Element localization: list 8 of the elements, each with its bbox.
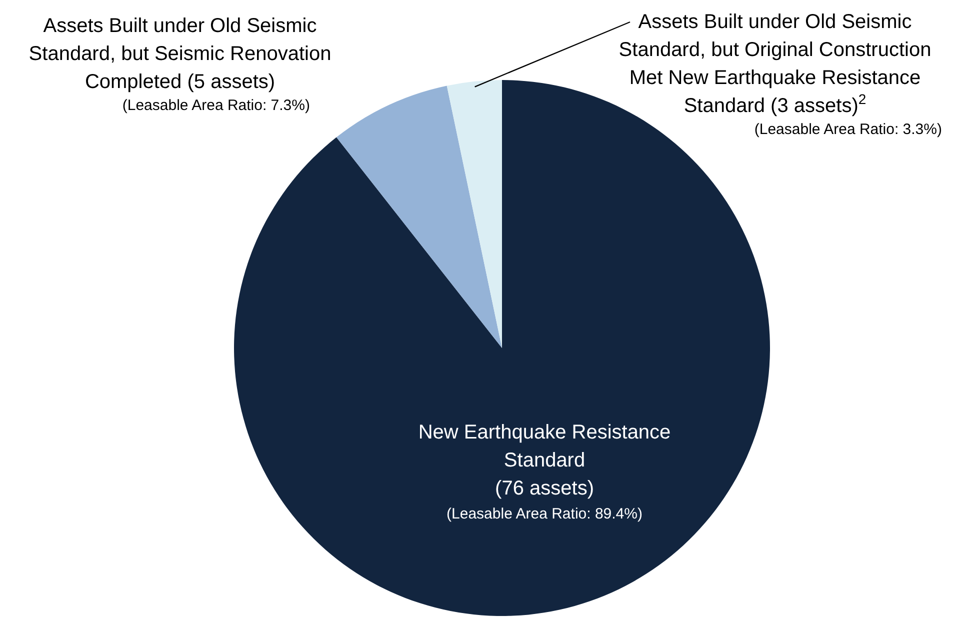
data-label: (Leasable Area Ratio: 89.4%) (446, 506, 642, 523)
slice-label: New Earthquake Resistance Standard (76 assets) (418, 422, 671, 500)
pie-slice (446, 80, 502, 348)
pie-slice (336, 86, 502, 348)
slice-label: Assets Built under Old Seismic Standard, but Original Construction Met New Earthquake Resistance Standard (3 assets)$^{2}$ (618, 11, 932, 117)
slice-label: Assets Built under Old Seismic Standard, but Seismic Renovation Completed (5 assets) (28, 15, 332, 93)
data-label: (Leasable Area Ratio: 3.3%) (754, 121, 942, 138)
data-label: (Leasable Area Ratio: 7.3%) (122, 97, 310, 114)
